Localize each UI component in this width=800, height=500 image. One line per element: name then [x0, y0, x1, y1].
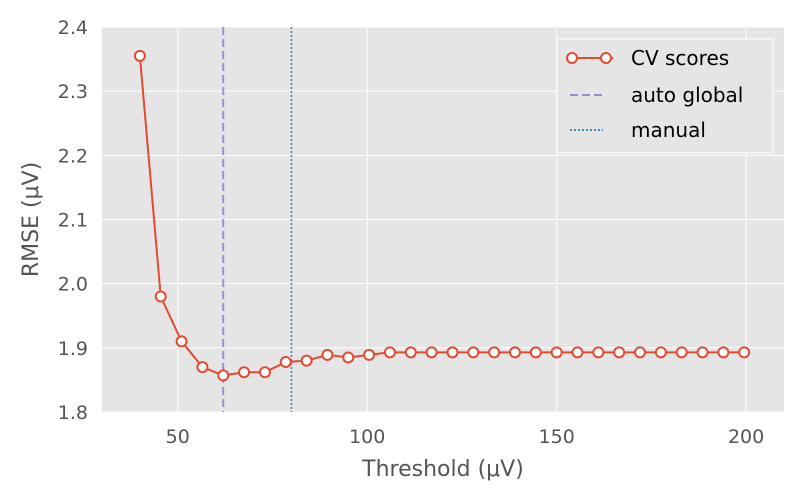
legend-label: CV scores	[631, 46, 729, 70]
data-point	[342, 351, 355, 364]
data-point	[404, 346, 417, 359]
data-point	[175, 335, 188, 348]
y-tick-label: 2.3	[58, 81, 88, 103]
data-point	[571, 346, 584, 359]
x-tick-label: 50	[166, 426, 190, 448]
data-point	[613, 346, 626, 359]
data-point	[425, 346, 438, 359]
data-point	[238, 366, 251, 379]
x-tick-label: 100	[349, 426, 385, 448]
reference-lines	[222, 27, 293, 412]
legend-label: manual	[631, 118, 706, 142]
y-tick-label: 2.1	[58, 210, 88, 232]
data-point	[488, 346, 501, 359]
y-tick-label: 2.4	[58, 17, 88, 39]
y-tick-label: 2.0	[58, 274, 88, 296]
legend-marker	[600, 52, 612, 64]
data-point	[550, 346, 563, 359]
y-tick-label: 2.2	[58, 145, 88, 167]
x-axis-ticks: 50 100 150 200	[166, 426, 765, 448]
data-point	[258, 366, 271, 379]
data-point	[321, 348, 334, 361]
data-point	[529, 346, 542, 359]
data-point	[217, 369, 230, 382]
y-axis-label: RMSE (μV)	[19, 162, 44, 277]
data-point	[363, 348, 376, 361]
x-tick-label: 150	[539, 426, 575, 448]
y-tick-label: 1.9	[58, 338, 88, 360]
legend-label: auto global	[631, 83, 743, 107]
data-point	[133, 49, 146, 62]
legend-marker	[566, 52, 578, 64]
legend: CV scores auto global manual	[556, 38, 774, 154]
x-axis-label: Threshold (μV)	[361, 457, 524, 482]
data-point	[467, 346, 480, 359]
data-point	[634, 346, 647, 359]
data-point	[446, 346, 459, 359]
data-point	[654, 346, 667, 359]
data-point	[300, 354, 313, 367]
data-point	[717, 346, 730, 359]
data-point	[696, 346, 709, 359]
data-point	[196, 361, 209, 374]
data-point	[675, 346, 688, 359]
data-point	[279, 355, 292, 368]
data-point	[154, 290, 167, 303]
data-point	[592, 346, 605, 359]
y-axis-ticks: 1.8 1.9 2.0 2.1 2.2 2.3 2.4	[58, 17, 88, 424]
data-point	[508, 346, 521, 359]
x-tick-label: 200	[728, 426, 764, 448]
data-point	[383, 346, 396, 359]
y-tick-label: 1.8	[58, 402, 88, 424]
series-group	[133, 49, 751, 382]
data-point	[738, 346, 751, 359]
